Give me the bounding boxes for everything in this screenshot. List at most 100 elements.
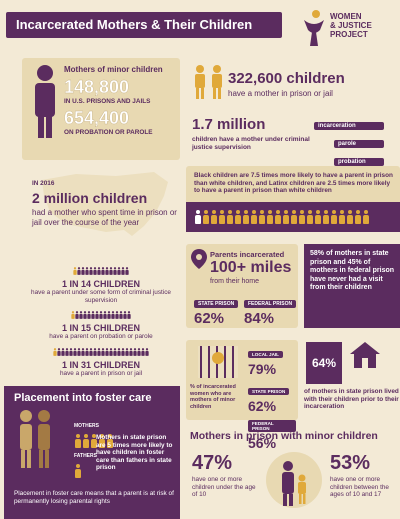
ratio-figures [22, 345, 180, 360]
facility-value: 56% [248, 435, 277, 451]
distance-box: Parents incarcerated 100+ miles from the… [186, 244, 298, 328]
ratio-figure-icon [127, 311, 131, 319]
ratio-figure-icon [91, 311, 95, 319]
prison-label: IN U.S. PRISONS AND JAILS [64, 98, 151, 105]
facility-value: 62% [248, 398, 277, 414]
ratio-figure-icon [107, 311, 111, 319]
probation-label: ON PROBATION OR PAROLE [64, 129, 153, 136]
race-figure-icon [331, 210, 337, 224]
race-figure-icon [235, 210, 241, 224]
federal-prison-label: FEDERAL PRISON [244, 300, 297, 308]
fathers-tag-row: FATHERS [74, 444, 97, 483]
ratio-figure-icon [121, 347, 125, 356]
ratio-figure-icon [81, 267, 85, 275]
minor-right-line: have one or more children between the ag… [330, 476, 389, 498]
ratio-label: 1 IN 15 CHILDREN [61, 323, 141, 333]
race-figure-icon [355, 210, 361, 224]
parents-figures-icon [16, 408, 56, 470]
ratio-figure-icon [145, 347, 149, 356]
ratio-figure-icon [99, 311, 103, 319]
year-label: IN 2016 [32, 180, 55, 187]
federal-prison-value: 84% [244, 310, 275, 327]
logo-line-1: WOMEN [330, 12, 362, 21]
visit-box: 58% of mothers in state prison and 45% o… [304, 244, 400, 328]
year-line: had a mother who spent time in prison or… [32, 208, 177, 227]
ratio-figure-icon [77, 347, 81, 356]
title-bar: Incarcerated Mothers & Their Children [6, 12, 282, 38]
logo-text: WOMEN & JUSTICE PROJECT [330, 12, 400, 39]
ratio-figure-icon [101, 347, 105, 356]
race-figure-icon [267, 210, 273, 224]
ratio-figure-icon [117, 267, 121, 275]
facility-row: FEDERAL PRISON 56% [248, 417, 296, 451]
minor-heading: Mothers in prison with minor children [190, 430, 378, 442]
ratio-figure-icon [109, 267, 113, 275]
state-prison-stat: STATE PRISON 62% [194, 292, 239, 327]
mother-figure-icon [30, 64, 60, 140]
ratio-figure-icon [85, 347, 89, 356]
ratio-figure-icon [113, 347, 117, 356]
ratios-list: 1 IN 14 CHILDREN have a parent under some… [22, 264, 180, 377]
ratio-figure-icon [53, 347, 57, 356]
minor-left-value: 47% [192, 452, 233, 474]
foster-mother-figure-icon [91, 434, 97, 448]
ratio-figure-icon [87, 311, 91, 319]
race-figure-icon [251, 210, 257, 224]
year-box: IN 2016 2 million children had a mother … [22, 162, 180, 260]
ratio-figure-icon [117, 347, 121, 356]
foster-mother-figure-icon [83, 434, 89, 448]
ratio-figure-icon [83, 311, 87, 319]
ratio-figure-icon [111, 311, 115, 319]
race-figure-icon [227, 210, 233, 224]
ratio-figure-icon [123, 311, 127, 319]
foster-father-figure [74, 464, 97, 483]
supervision-line: children have a mother under criminal ju… [192, 136, 310, 151]
race-text: Black children are 7.5 times more likely… [194, 172, 393, 194]
federal-prison-stat: FEDERAL PRISON 84% [244, 292, 297, 327]
visit-text: 58% of mothers in state prison and 45% o… [310, 250, 395, 292]
ratio-figure-icon [115, 311, 119, 319]
foster-mother-figure-icon [107, 434, 113, 448]
tag-probation: probation [334, 158, 384, 166]
foster-footer: Placement in foster care means that a pa… [14, 490, 174, 505]
ratio-item: 1 IN 31 CHILDREN have a parent in prison … [22, 345, 180, 378]
foster-line: Mothers in state prison are 5 times more… [96, 434, 173, 471]
minor-box: Mothers in prison with minor children 47… [186, 428, 400, 519]
ratio-figure-icon [125, 347, 129, 356]
race-figure-icon [203, 210, 209, 224]
race-figures-strip [186, 202, 400, 232]
ratio-figure-icon [93, 347, 97, 356]
foster-heading: Placement into foster care [14, 392, 152, 404]
mothers-tag: MOTHERS [74, 423, 99, 429]
ratio-figure-icon [97, 267, 101, 275]
ratio-figure-icon [81, 347, 85, 356]
race-figure-icon [363, 210, 369, 224]
foster-box: Placement into foster care MOTHERS FATHE… [4, 386, 180, 519]
minor-left-line: have one or more children under the age … [192, 476, 256, 498]
ratio-figure-icon [75, 311, 79, 319]
ratio-figure-icon [69, 347, 73, 356]
ratio-figure-icon [125, 267, 129, 275]
ratio-figure-icon [121, 267, 125, 275]
mothers-box: Mothers of minor children 148,800 IN U.S… [22, 58, 180, 160]
fathers-tag: FATHERS [74, 453, 97, 459]
mother-child-icon [264, 450, 324, 515]
facility-rows: LOCAL JAIL 79% STATE PRISON 62% FEDERAL PRIS… [248, 343, 296, 454]
page-title: Incarcerated Mothers & Their Children [16, 17, 253, 32]
children-number: 322,600 children [228, 70, 345, 87]
children-figures-icon [192, 64, 226, 105]
ratio-figure-icon [71, 311, 75, 319]
ratio-line: have a parent on probation or parole [49, 333, 153, 340]
mothers-tag-row: MOTHERS [74, 414, 114, 453]
facility-row: STATE PRISON 62% [248, 380, 296, 414]
ratio-figure-icon [77, 267, 81, 275]
supervision-box: 1.7 million children have a mother under… [186, 114, 400, 166]
lived-value: 64% [311, 356, 337, 370]
lived-box: 64% of mothers in state prison lived wit… [304, 340, 400, 420]
distance-heading: Parents incarcerated [210, 250, 285, 259]
ratio-figure-icon [119, 311, 123, 319]
race-figure-icon [299, 210, 305, 224]
facility-box: % of incarcerated women who are mothers … [186, 340, 298, 451]
state-prison-value: 62% [194, 310, 225, 327]
ratio-figure-icon [93, 267, 97, 275]
